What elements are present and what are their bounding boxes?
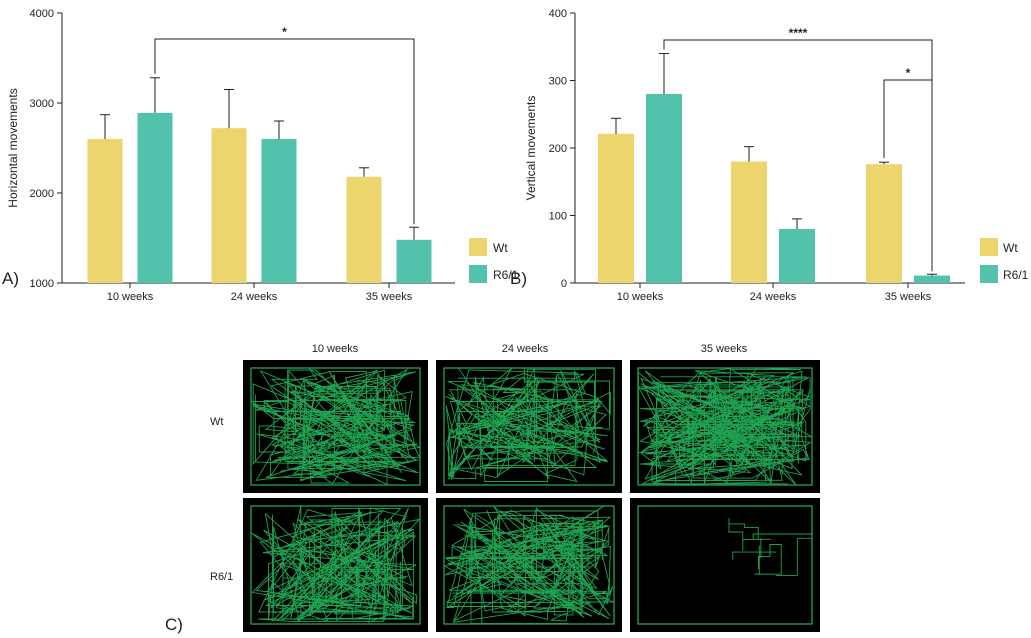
panel-a-label: A) — [2, 269, 19, 288]
arena-wall-track — [443, 367, 615, 486]
arena-background — [630, 498, 820, 632]
y-tick-label: 100 — [549, 211, 567, 223]
column-label-10-weeks: 10 weeks — [312, 343, 359, 355]
bar-wt-10-weeks — [87, 139, 123, 283]
legend-swatch-r6 — [980, 265, 998, 283]
movement-track — [637, 367, 814, 485]
panel-c-label: C) — [165, 615, 183, 634]
bar-r6-10-weeks — [137, 112, 173, 284]
chart-b-ylabel: Vertical movements — [524, 96, 538, 201]
bar-r6-24-weeks — [261, 139, 297, 283]
x-tick-label: 35 weeks — [885, 291, 932, 303]
x-tick-label: 35 weeks — [366, 291, 413, 303]
legend-label-r6: R6/1 — [493, 268, 519, 282]
column-label-35-weeks: 35 weeks — [701, 343, 748, 355]
bar-wt-24-weeks — [731, 161, 767, 283]
y-tick-label: 3000 — [30, 98, 54, 110]
significance-bracket — [154, 38, 415, 225]
chart-b-legend: Wt R6/1 — [980, 238, 1029, 283]
activity-track-grid: 10 weeks 24 weeks 35 weeks Wt R6/1 C) — [165, 343, 820, 634]
arena-wt-35-weeks — [630, 360, 820, 493]
arena-r61-35-weeks — [630, 498, 820, 632]
row-label-wt: Wt — [210, 416, 223, 428]
y-tick-label: 400 — [549, 8, 567, 20]
bar-wt-35-weeks — [346, 176, 382, 283]
x-tick-label: 24 weeks — [750, 291, 797, 303]
chart-horizontal-movements: 1000 2000 3000 4000 10 weeks 24 weeks 35 weeks… — [30, 8, 455, 303]
y-tick-label: 2000 — [30, 188, 54, 200]
row-label-r6: R6/1 — [210, 571, 233, 583]
legend-label-wt: Wt — [493, 241, 508, 255]
arena-wall-track — [637, 505, 813, 625]
arena-wall-track — [250, 505, 421, 625]
panel-b-label: B) — [510, 269, 527, 288]
y-tick-label: 0 — [561, 278, 567, 290]
bar-r6-35-weeks — [396, 239, 432, 283]
y-tick-label: 300 — [549, 76, 567, 88]
movement-track — [728, 518, 813, 577]
bar-wt-35-weeks — [866, 164, 902, 283]
chart-a-ylabel: Horizontal movements — [6, 88, 20, 207]
bar-wt-24-weeks — [211, 128, 247, 283]
legend-swatch-wt — [469, 238, 487, 256]
y-tick-label: 4000 — [30, 8, 54, 20]
significance-label: **** — [789, 26, 808, 40]
column-label-24-weeks: 24 weeks — [502, 343, 549, 355]
chart-a-legend: Wt R6/1 — [469, 238, 519, 283]
movement-track — [443, 505, 614, 625]
arena-wt-24-weeks — [436, 360, 622, 493]
legend-label-wt: Wt — [1003, 241, 1018, 255]
arena-r61-24-weeks — [436, 498, 622, 632]
bar-r6-35-weeks — [914, 275, 950, 283]
significance-label: * — [906, 66, 911, 80]
bar-wt-10-weeks — [598, 133, 634, 283]
arena-r61-10-weeks — [243, 498, 428, 632]
legend-swatch-wt — [980, 238, 998, 256]
bar-r6-10-weeks — [646, 94, 682, 283]
legend-swatch-r6 — [469, 265, 487, 283]
significance-label: * — [282, 25, 287, 39]
bar-r6-24-weeks — [779, 229, 815, 283]
x-tick-label: 10 weeks — [107, 291, 154, 303]
movement-track — [251, 506, 421, 623]
y-tick-label: 1000 — [30, 278, 54, 290]
legend-label-r6: R6/1 — [1003, 268, 1029, 282]
significance-bracket — [883, 79, 933, 272]
x-tick-label: 10 weeks — [617, 291, 664, 303]
arena-wall-track — [250, 367, 421, 486]
movement-track — [250, 368, 421, 486]
movement-track — [445, 367, 611, 483]
y-tick-label: 200 — [549, 143, 567, 155]
x-tick-label: 24 weeks — [231, 291, 278, 303]
arena-wt-10-weeks — [243, 360, 428, 493]
